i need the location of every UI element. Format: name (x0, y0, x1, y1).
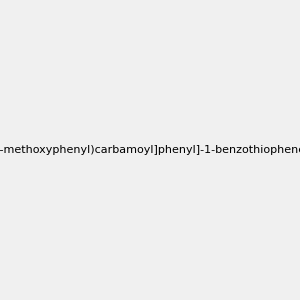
Text: 3-chloro-N-[2-[(4-methoxyphenyl)carbamoyl]phenyl]-1-benzothiophene-2-carboxamide: 3-chloro-N-[2-[(4-methoxyphenyl)carbamoy… (0, 145, 300, 155)
